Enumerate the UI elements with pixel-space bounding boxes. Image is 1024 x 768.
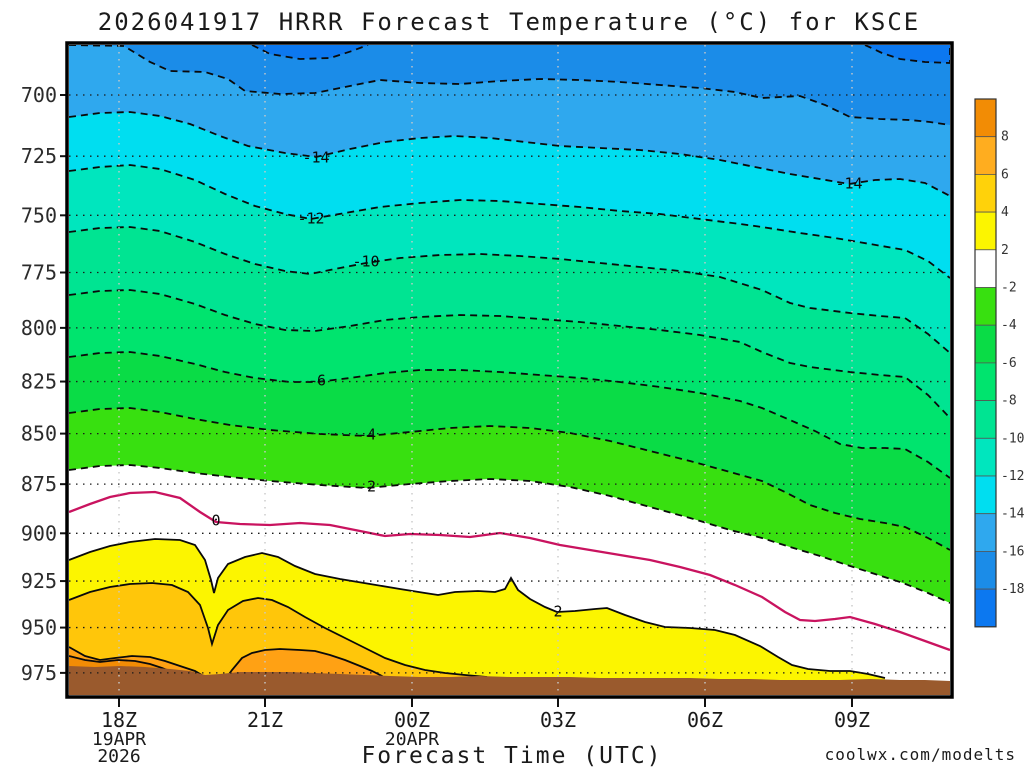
y-tick-label-875: 875: [21, 472, 57, 496]
x-tick-label-09Z: 09Z: [834, 708, 870, 732]
y-tick-label-700: 700: [21, 83, 57, 107]
contour-line-4: [69, 582, 488, 678]
colorbar-segment: [974, 287, 997, 326]
colorbar-label-8: 8: [1001, 130, 1009, 145]
y-tick-label-725: 725: [21, 144, 57, 168]
contour-line--8: [69, 289, 950, 419]
contour-label--12: -12: [297, 210, 324, 228]
contour-line--14: [69, 111, 950, 197]
x-axis-title: Forecast Time (UTC): [361, 743, 662, 768]
x-tick-sublabel-19APR: 19APR: [92, 729, 146, 750]
x-tick-sublabel-20APR: 20APR: [385, 729, 439, 750]
colorbar-label--4: -4: [1001, 318, 1017, 333]
colorbar-segment: [974, 551, 997, 590]
y-tick-label-825: 825: [21, 370, 57, 394]
contour-line-2: [69, 538, 886, 679]
contour-label--14: -14: [302, 149, 329, 167]
contour-line-6: [69, 646, 401, 689]
y-tick-label-950: 950: [21, 616, 57, 640]
colorbar-label--12: -12: [1001, 469, 1024, 484]
watermark: coolwx.com/modelts: [825, 745, 1016, 764]
colorbar-label-4: 4: [1001, 205, 1009, 220]
x-tick-sublabel-2026: 2026: [97, 746, 140, 767]
contour-label--10: -10: [352, 253, 379, 271]
colorbar-segment: [974, 98, 997, 138]
chart-title: 2026041917 HRRR Forecast Temperature (°C…: [98, 8, 920, 36]
contour-line--6: [69, 351, 950, 479]
y-tick-label-900: 900: [21, 521, 57, 545]
y-tick-label-975: 975: [21, 661, 57, 685]
colorbar-label-6: 6: [1001, 167, 1009, 182]
colorbar-segment: [974, 136, 997, 175]
y-tick-label-925: 925: [21, 569, 57, 593]
colorbar-label-2: 2: [1001, 243, 1009, 258]
contour-line--2: [69, 464, 950, 604]
plot-frame: [65, 41, 954, 699]
colorbar-segment: [974, 211, 997, 251]
colorbar-label--2: -2: [1001, 281, 1017, 296]
contour-line--10: [69, 226, 950, 354]
colorbar-label--18: -18: [1001, 582, 1024, 597]
colorbar-segment: [974, 173, 997, 213]
colorbar-segment: [974, 400, 997, 439]
colorbar-label--6: -6: [1001, 356, 1017, 371]
colorbar-segment: [974, 437, 997, 477]
x-tick-label-21Z: 21Z: [247, 708, 283, 732]
contour-line--4: [69, 407, 950, 551]
y-tick-label-850: 850: [21, 422, 57, 446]
contour-line--18: [251, 45, 369, 60]
contour-line-0: [69, 490, 950, 652]
y-tick-label-800: 800: [21, 316, 57, 340]
colorbar-label--8: -8: [1001, 394, 1017, 409]
contour-label--6: -6: [308, 372, 326, 390]
generated-chart-layers: -14 -14 -12 -10 -6 -4 -2 0 2 700 725 750 775 800 825 85…: [21, 41, 1024, 767]
plot-area: [69, 45, 950, 695]
colorbar-segment: [974, 324, 997, 364]
y-tick-label-775: 775: [21, 261, 57, 285]
colorbar-segment: [974, 249, 997, 288]
contour-label--14: -14: [835, 175, 862, 193]
contour-label--4: -4: [358, 426, 376, 444]
colorbar-label--16: -16: [1001, 544, 1024, 559]
colorbar-segment: [974, 362, 997, 401]
surface-terrain-fill: [69, 666, 950, 695]
contour-label-2: 2: [553, 603, 562, 621]
contour-label-0: 0: [211, 512, 220, 530]
x-tick-label-06Z: 06Z: [687, 708, 723, 732]
x-tick-label-03Z: 03Z: [540, 708, 576, 732]
contour-line--16: [69, 45, 950, 126]
colorbar-segment: [974, 588, 997, 628]
contour-label--2: -2: [358, 478, 376, 496]
cold-pocket-fill: [865, 45, 950, 63]
contour-line--18: [864, 45, 950, 64]
y-tick-label-750: 750: [21, 203, 57, 227]
colorbar-outline: [974, 98, 997, 628]
colorbar-segment: [974, 475, 997, 515]
cold-pocket-fill: [252, 45, 368, 59]
x-tick-label-18Z: 18Z: [101, 708, 137, 732]
x-tick-label-00Z: 00Z: [394, 708, 430, 732]
colorbar-label--10: -10: [1001, 431, 1024, 446]
colorbar-label--14: -14: [1001, 507, 1024, 522]
colorbar-segment: [974, 513, 997, 552]
